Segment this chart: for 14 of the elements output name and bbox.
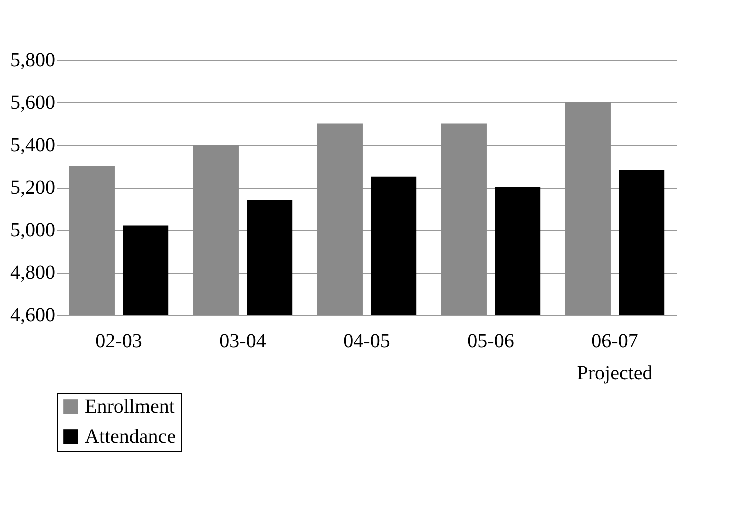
y-tick-label: 4,600 xyxy=(10,304,56,326)
x-tick-label: 06-07 Projected xyxy=(577,330,653,384)
legend-label: Attendance xyxy=(85,426,176,448)
x-tick-label: 02-03 xyxy=(96,330,142,352)
y-tick-label: 4,800 xyxy=(10,262,56,284)
y-tick-label: 5,000 xyxy=(10,220,56,242)
y-tick-label: 5,800 xyxy=(10,50,56,72)
y-tick-label: 5,600 xyxy=(10,92,56,114)
legend-label: Enrollment xyxy=(85,396,176,418)
y-tick-label: 5,200 xyxy=(10,177,56,199)
y-tick-label: 5,400 xyxy=(10,134,56,156)
x-tick-label: 04-05 xyxy=(344,330,390,352)
x-tick-label: 03-04 xyxy=(220,330,266,352)
x-tick-label: 05-06 xyxy=(468,330,514,352)
